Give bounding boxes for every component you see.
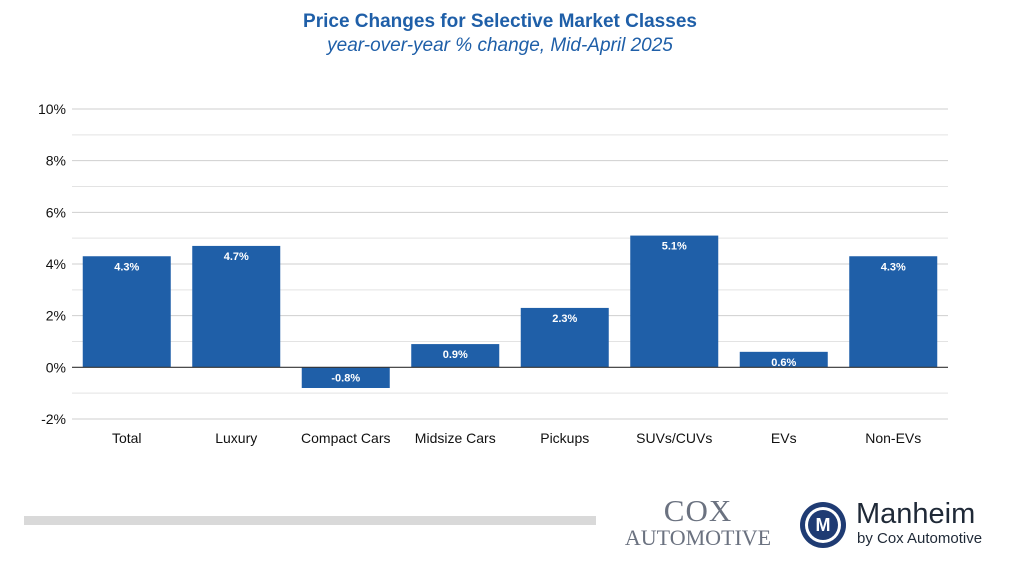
y-tick-label: 10% [38, 101, 66, 117]
bar-value-label: 2.3% [552, 313, 577, 325]
x-tick-label: EVs [771, 430, 797, 446]
bar [192, 245, 281, 368]
manheim-logo: M Manheim by Cox Automotive [798, 498, 1018, 552]
bar-value-label: 4.3% [881, 261, 906, 273]
cox-logo-line1: COX [663, 493, 733, 528]
manheim-seal-letter: M [816, 515, 831, 535]
bar [82, 256, 171, 368]
x-tick-label: Non-EVs [865, 430, 921, 446]
x-tick-label: Pickups [540, 430, 589, 446]
x-tick-label: Midsize Cars [415, 430, 496, 446]
bar [739, 351, 828, 368]
bar-value-label: 0.9% [443, 349, 468, 361]
x-tick-label: Compact Cars [301, 430, 390, 446]
cox-automotive-logo: COX AUTOMOTIVE [618, 493, 778, 550]
bar-value-label: 5.1% [662, 241, 687, 253]
chart-subtitle: year-over-year % change, Mid-April 2025 [327, 35, 673, 56]
y-tick-label: 8% [46, 153, 66, 169]
y-tick-label: 6% [46, 204, 66, 220]
footer-bar [24, 516, 596, 525]
manheim-name: Manheim [856, 498, 976, 530]
y-tick-label: 0% [46, 359, 66, 375]
y-tick-label: 2% [46, 308, 66, 324]
bar [630, 235, 719, 368]
title-block: Price Changes for Selective Market Class… [0, 10, 1000, 58]
bar-value-label: -0.8% [331, 372, 360, 384]
bar-chart: -2% 0% 2% 4% 6% 8% 10% 4.3% Total 4.7% Luxury -0.8%… [38, 101, 948, 446]
manheim-subtitle: by Cox Automotive [857, 530, 983, 547]
bar-value-label: 4.7% [224, 251, 249, 263]
y-tick-label: -2% [41, 411, 66, 427]
bar [520, 307, 609, 368]
manheim-seal-icon: M [800, 502, 846, 548]
chart-title: Price Changes for Selective Market Class… [303, 11, 697, 32]
cox-logo-line2: AUTOMOTIVE [624, 525, 772, 550]
bar-value-label: 0.6% [771, 357, 796, 369]
x-tick-label: Total [112, 430, 142, 446]
bar [849, 256, 938, 368]
x-tick-label: SUVs/CUVs [636, 430, 712, 446]
bar [411, 344, 500, 368]
y-tick-label: 4% [46, 256, 66, 272]
bar [301, 367, 390, 388]
bar-value-label: 4.3% [114, 261, 139, 273]
x-tick-label: Luxury [215, 430, 257, 446]
